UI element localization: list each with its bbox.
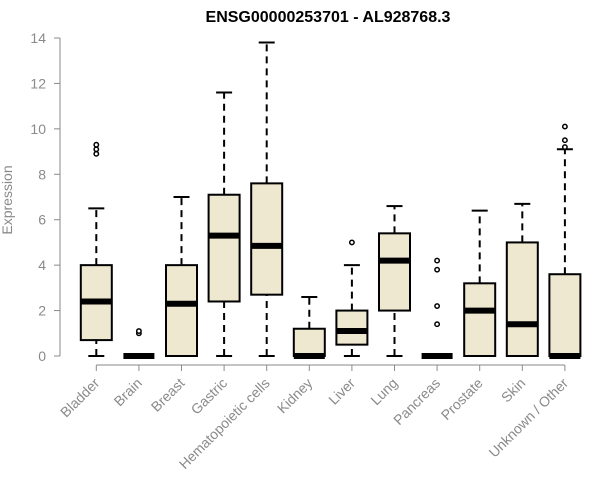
x-tick-label: Bladder xyxy=(57,375,103,421)
x-tick-label: Liver xyxy=(325,375,358,408)
box-prostate xyxy=(463,209,497,358)
outlier-point xyxy=(434,321,441,328)
y-axis-label: Expression xyxy=(0,165,15,234)
boxes xyxy=(79,41,582,359)
iqr-box xyxy=(292,327,326,358)
x-tick-label: Prostate xyxy=(438,375,486,423)
outlier-point xyxy=(561,137,568,144)
iqr-box xyxy=(335,309,369,346)
y-tick-label: 12 xyxy=(30,75,46,91)
iqr-box xyxy=(548,273,582,358)
x-tick-label: Gastric xyxy=(188,375,231,418)
y-tick-label: 8 xyxy=(38,166,46,182)
box-unknown-other xyxy=(548,123,582,359)
iqr-box xyxy=(250,182,284,296)
y-tick-label: 2 xyxy=(38,303,46,319)
outlier-point xyxy=(434,303,441,309)
box-liver xyxy=(335,239,369,357)
outlier-point xyxy=(561,123,568,130)
outlier-point xyxy=(434,266,441,273)
x-tick-label: Unknown / Other xyxy=(485,375,571,461)
iqr-box xyxy=(207,193,241,303)
x-tick-label: Lung xyxy=(367,375,400,408)
x-tick-label: Pancreas xyxy=(390,375,443,428)
box-breast xyxy=(165,196,198,357)
y-tick-label: 14 xyxy=(30,30,46,46)
box-gastric xyxy=(207,91,241,357)
y-tick-label: 0 xyxy=(38,348,46,364)
x-tick-label: Brain xyxy=(111,375,145,409)
outlier-point xyxy=(561,144,568,150)
outlier-point xyxy=(434,257,441,264)
outlier-point xyxy=(93,146,100,153)
x-tick-label: Breast xyxy=(148,375,188,415)
box-pancreas xyxy=(421,257,453,359)
y-axis: 0 2 4 6 8 10 12 14 xyxy=(30,30,61,364)
box-hematopoietic-cells xyxy=(250,41,284,357)
outlier-point xyxy=(135,328,142,334)
box-lung xyxy=(378,205,411,357)
outlier-point xyxy=(93,141,100,148)
box-kidney xyxy=(292,295,326,359)
iqr-box xyxy=(378,232,411,312)
iqr-box xyxy=(463,282,497,358)
outlier-point xyxy=(348,239,355,246)
x-tick-label: Skin xyxy=(498,375,529,406)
box-skin xyxy=(505,202,539,357)
outlier-point xyxy=(93,150,100,157)
y-tick-label: 10 xyxy=(30,121,46,137)
box-brain xyxy=(123,328,155,359)
y-tick-label: 4 xyxy=(38,257,46,273)
iqr-box xyxy=(165,264,198,357)
y-tick-label: 6 xyxy=(38,212,46,228)
iqr-box xyxy=(505,241,539,357)
box-bladder xyxy=(79,141,113,357)
chart-title: ENSG00000253701 - AL928768.3 xyxy=(206,9,451,26)
x-tick-label: Kidney xyxy=(274,375,316,417)
